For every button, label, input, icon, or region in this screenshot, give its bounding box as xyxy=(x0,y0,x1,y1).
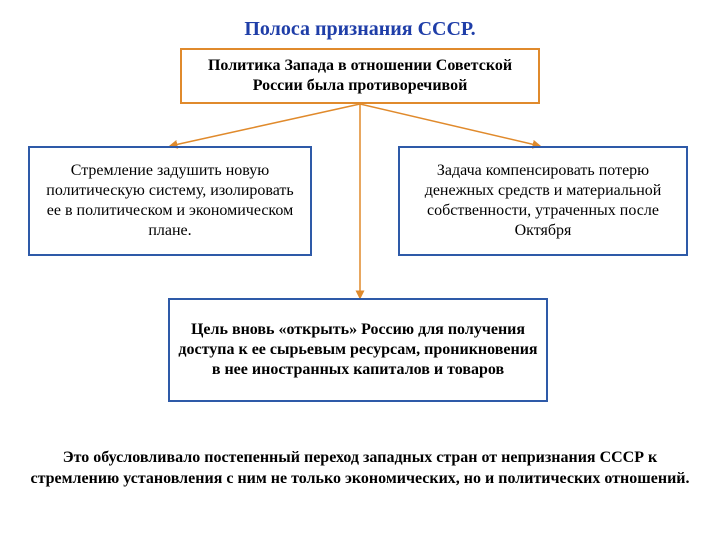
top-box-text: Политика Запада в отношении Советской Ро… xyxy=(190,56,530,96)
connector-line xyxy=(170,104,360,146)
page-title: Полоса признания СССР. xyxy=(0,18,720,41)
bottom-box-text: Цель вновь «открыть» Россию для получени… xyxy=(178,320,538,380)
connector-line xyxy=(360,104,540,146)
right-box: Задача компенсировать потерю денежных ср… xyxy=(398,146,688,256)
footer-text: Это обусловливало постепенный переход за… xyxy=(30,448,690,490)
left-box: Стремление задушить новую политическую с… xyxy=(28,146,312,256)
bottom-box: Цель вновь «открыть» Россию для получени… xyxy=(168,298,548,402)
top-box: Политика Запада в отношении Советской Ро… xyxy=(180,48,540,104)
left-box-text: Стремление задушить новую политическую с… xyxy=(38,161,302,241)
right-box-text: Задача компенсировать потерю денежных ср… xyxy=(408,161,678,241)
